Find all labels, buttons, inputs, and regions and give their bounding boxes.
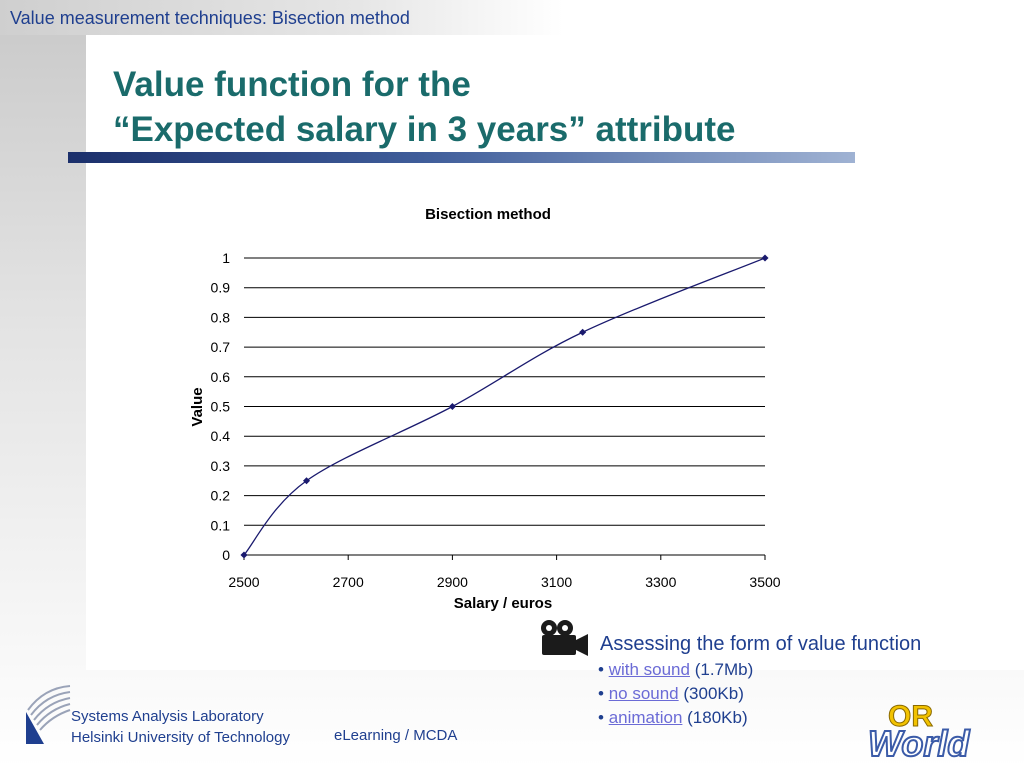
- movie-camera-icon[interactable]: [538, 618, 590, 658]
- data-point-2: [448, 402, 456, 411]
- data-point-1: [302, 477, 311, 485]
- x-tick-label: 3100: [541, 574, 572, 590]
- chart-gridlines: [244, 257, 765, 556]
- y-tick-labels: 0 0.1 0.2 0.3 0.4 0.5 0.6 0.7 0.8 0.9 1: [211, 250, 231, 563]
- chart-title: Bisection method: [425, 206, 551, 223]
- x-tick-label: 2900: [437, 574, 468, 590]
- y-tick-label: 0.5: [211, 399, 231, 415]
- value-function-chart: Bisection method 00.10.20.30.40.50.60.70…: [189, 206, 780, 612]
- y-tick-label: 0.3: [211, 458, 231, 474]
- slide-panel: [86, 35, 1024, 670]
- lab-line-1: Systems Analysis Laboratory: [71, 708, 264, 725]
- y-tick-label: 0.6: [211, 369, 231, 385]
- value-curve: [243, 257, 766, 556]
- university-logo-icon: [26, 685, 71, 744]
- x-tick-label: 2500: [228, 574, 259, 590]
- y-tick-label: 0.7: [211, 339, 231, 355]
- y-axis-title: Value: [189, 387, 206, 426]
- data-points: [240, 254, 769, 559]
- no-sound-size: (300Kb): [683, 684, 744, 703]
- lab-name: Systems Analysis Laboratory Helsinki Uni…: [71, 706, 290, 748]
- x-tick-marks: [243, 555, 766, 560]
- video-heading: Assessing the form of value function: [600, 633, 922, 655]
- top-strip: [0, 0, 1024, 35]
- y-tick-label: 0.4: [211, 428, 231, 444]
- list-item: • with sound (1.7Mb): [598, 660, 754, 679]
- course-label: eLearning / MCDA: [334, 727, 458, 744]
- y-tick-label: 0.2: [211, 488, 231, 504]
- title-underline-bar: [68, 152, 855, 163]
- animation-size: (180Kb): [687, 708, 748, 727]
- x-tick-label: 3300: [645, 574, 676, 590]
- data-point-3: [579, 328, 587, 336]
- slide-title: Value function for the “Expected salary …: [113, 62, 736, 152]
- or-world-logo: OR World: [867, 700, 971, 763]
- list-item: • no sound (300Kb): [598, 684, 744, 703]
- x-tick-labels: 2500 2700 2900 3100 3300 3500: [228, 574, 780, 590]
- title-line-2: “Expected salary in 3 years” attribute: [113, 110, 736, 149]
- x-tick-label: 3500: [749, 574, 780, 590]
- data-point-4: [761, 254, 769, 262]
- y-tick-label: 0.1: [211, 517, 231, 533]
- y-tick-label: 0.9: [211, 280, 231, 296]
- y-tick-label: 0.8: [211, 309, 231, 325]
- with-sound-size: (1.7Mb): [694, 660, 754, 679]
- animation-link[interactable]: animation: [608, 708, 683, 727]
- list-item: • animation (180Kb): [598, 708, 748, 727]
- data-point-0: [240, 551, 248, 559]
- section-header: Value measurement techniques: Bisection …: [10, 8, 410, 28]
- with-sound-link[interactable]: with sound: [608, 660, 690, 679]
- title-line-1: Value function for the: [113, 65, 471, 104]
- x-tick-label: 2700: [333, 574, 364, 590]
- video-links-list: • with sound (1.7Mb) • no sound (300Kb) …: [598, 658, 753, 730]
- logo-or-text: OR: [888, 700, 933, 733]
- y-tick-label: 1: [222, 250, 230, 266]
- y-tick-label: 0: [222, 547, 230, 563]
- no-sound-link[interactable]: no sound: [608, 684, 679, 703]
- lab-line-2: Helsinki University of Technology: [71, 729, 290, 746]
- x-axis-title: Salary / euros: [454, 595, 552, 612]
- logo-world-text: World: [868, 723, 970, 762]
